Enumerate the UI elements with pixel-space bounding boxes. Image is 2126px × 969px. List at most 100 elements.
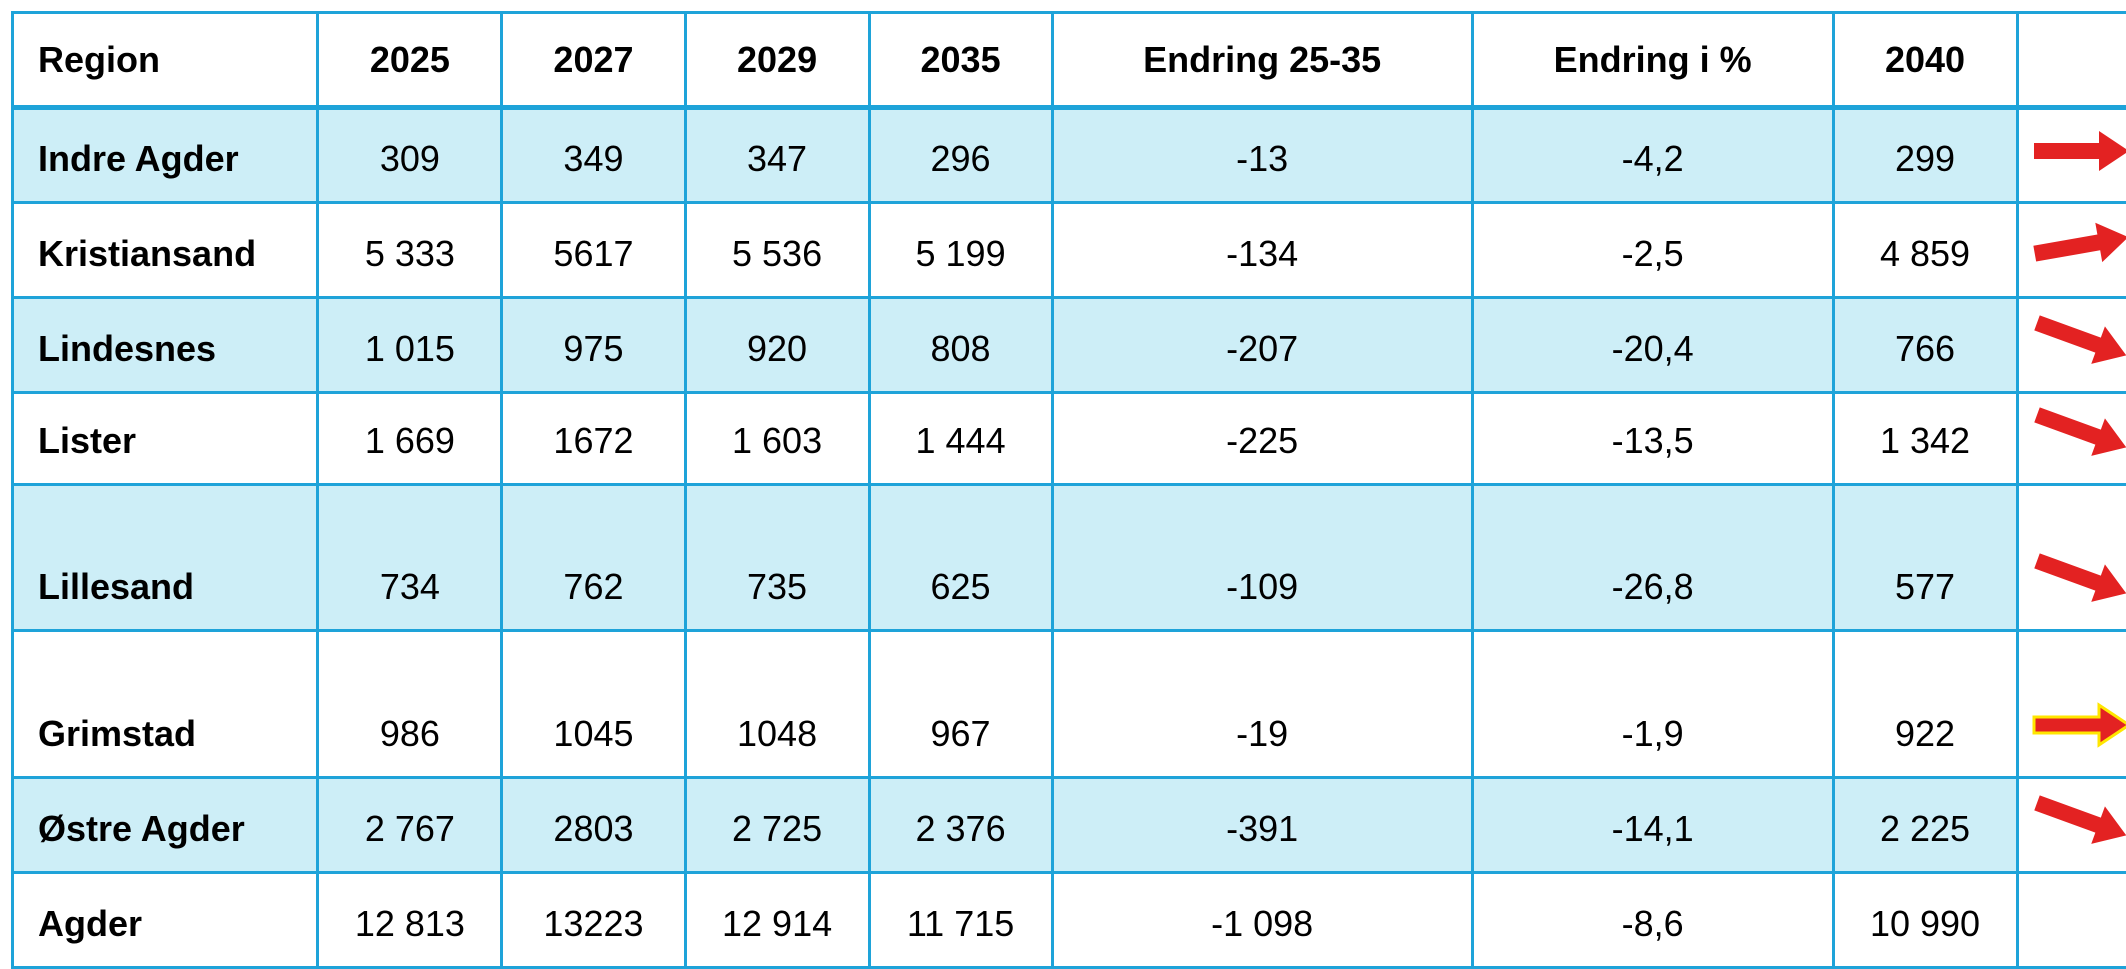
cell: 5 536 <box>685 203 869 298</box>
cell: 577 <box>1833 485 2017 631</box>
cell: -2,5 <box>1472 203 1833 298</box>
arrow-shape <box>2030 304 2126 374</box>
trend-arrow <box>2029 205 2126 285</box>
arrow-shape <box>2034 131 2126 171</box>
cell: Kristiansand <box>13 203 318 298</box>
cell: 766 <box>1833 298 2017 393</box>
cell: Lindesnes <box>13 298 318 393</box>
arrow-cell <box>2017 631 2126 778</box>
cell: 2 725 <box>685 778 869 873</box>
cell: Østre Agder <box>13 778 318 873</box>
cell: 1 669 <box>318 393 502 485</box>
arrow-shape <box>2030 784 2126 854</box>
cell: 12 813 <box>318 873 502 968</box>
cell: Agder <box>13 873 318 968</box>
cell: 2 767 <box>318 778 502 873</box>
cell: -134 <box>1052 203 1472 298</box>
cell: 735 <box>685 485 869 631</box>
arrow-shape <box>2030 396 2126 466</box>
cell: 986 <box>318 631 502 778</box>
header-cell: 2027 <box>502 13 685 108</box>
cell: 10 990 <box>1833 873 2017 968</box>
cell: 1 444 <box>869 393 1052 485</box>
cell: -13,5 <box>1472 393 1833 485</box>
cell: 762 <box>502 485 685 631</box>
cell: -207 <box>1052 298 1472 393</box>
cell: -391 <box>1052 778 1472 873</box>
cell: -20,4 <box>1472 298 1833 393</box>
cell: 1045 <box>502 631 685 778</box>
arrow-cell <box>2017 778 2126 873</box>
trend-arrow <box>2029 685 2126 765</box>
cell: 2 376 <box>869 778 1052 873</box>
header-cell: Endring 25-35 <box>1052 13 1472 108</box>
cell: Lister <box>13 393 318 485</box>
cell: -1,9 <box>1472 631 1833 778</box>
arrow-cell <box>2017 393 2126 485</box>
cell: 1 603 <box>685 393 869 485</box>
cell: -13 <box>1052 108 1472 203</box>
cell: Lillesand <box>13 485 318 631</box>
arrow-cell <box>2017 485 2126 631</box>
trend-arrow <box>2029 538 2126 618</box>
cell: -4,2 <box>1472 108 1833 203</box>
cell: 296 <box>869 108 1052 203</box>
cell: 5617 <box>502 203 685 298</box>
header-cell: Region <box>13 13 318 108</box>
cell: 12 914 <box>685 873 869 968</box>
cell: 349 <box>502 108 685 203</box>
header-cell: 2035 <box>869 13 1052 108</box>
cell: -26,8 <box>1472 485 1833 631</box>
header-cell: 2040 <box>1833 13 2017 108</box>
header-cell: Endring i % <box>1472 13 1833 108</box>
cell: -14,1 <box>1472 778 1833 873</box>
trend-arrow <box>2029 111 2126 191</box>
header-cell: 2025 <box>318 13 502 108</box>
arrow-cell <box>2017 873 2126 968</box>
arrow-shape <box>2030 542 2126 612</box>
cell: -1 098 <box>1052 873 1472 968</box>
cell: 299 <box>1833 108 2017 203</box>
arrow-shape <box>2034 705 2126 745</box>
cell: 920 <box>685 298 869 393</box>
cell: 1672 <box>502 393 685 485</box>
header-cell: 2029 <box>685 13 869 108</box>
cell: Grimstad <box>13 631 318 778</box>
cell: 967 <box>869 631 1052 778</box>
cell: 4 859 <box>1833 203 2017 298</box>
cell: 5 333 <box>318 203 502 298</box>
arrow-cell <box>2017 13 2126 108</box>
cell: 1 015 <box>318 298 502 393</box>
cell: 2803 <box>502 778 685 873</box>
cell: 1 342 <box>1833 393 2017 485</box>
cell: -8,6 <box>1472 873 1833 968</box>
trend-arrow <box>2029 300 2126 380</box>
cell: 734 <box>318 485 502 631</box>
cell: 347 <box>685 108 869 203</box>
cell: 13223 <box>502 873 685 968</box>
cell: 309 <box>318 108 502 203</box>
arrow-cell <box>2017 203 2126 298</box>
cell: 2 225 <box>1833 778 2017 873</box>
arrow-cell <box>2017 108 2126 203</box>
cell: Indre Agder <box>13 108 318 203</box>
arrow-shape <box>2031 217 2126 273</box>
cell: -19 <box>1052 631 1472 778</box>
cell: 922 <box>1833 631 2017 778</box>
cell: 808 <box>869 298 1052 393</box>
cell: 1048 <box>685 631 869 778</box>
cell: 625 <box>869 485 1052 631</box>
cell: 11 715 <box>869 873 1052 968</box>
cell: -225 <box>1052 393 1472 485</box>
